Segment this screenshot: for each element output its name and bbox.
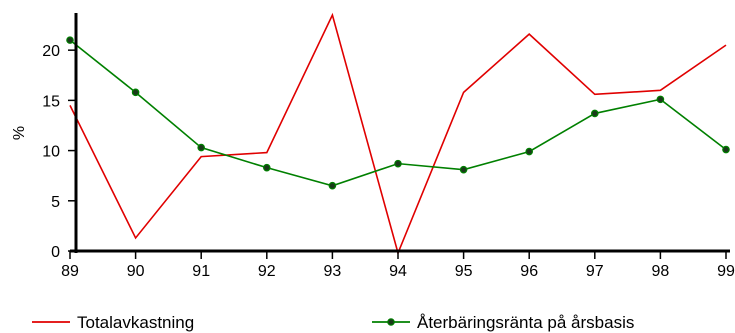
x-tick-label: 93 xyxy=(324,263,342,280)
y-axis-label: % xyxy=(11,126,28,140)
series-point xyxy=(656,95,665,104)
series-point xyxy=(328,181,337,190)
series-point xyxy=(66,36,74,44)
y-tick-label: 20 xyxy=(42,43,60,60)
y-tick-label: 15 xyxy=(42,93,60,110)
x-tick-label: 94 xyxy=(389,263,407,280)
y-tick-label: 10 xyxy=(42,144,60,161)
legend-marker xyxy=(387,318,395,326)
series-point xyxy=(131,88,140,97)
series-line-1 xyxy=(69,12,727,256)
axes-layer xyxy=(70,13,730,253)
series-point xyxy=(262,163,271,172)
x-tick-label: 98 xyxy=(652,263,670,280)
legend: Totalavkastning Återbäringsränta på årsba… xyxy=(32,313,634,332)
x-tick-label: 97 xyxy=(586,263,604,280)
series-point xyxy=(459,165,468,174)
series-point xyxy=(525,147,534,156)
series-point xyxy=(590,109,599,118)
x-tick-label: 91 xyxy=(192,263,210,280)
x-tick-label: 92 xyxy=(258,263,276,280)
x-tick-label: 96 xyxy=(520,263,538,280)
series-point xyxy=(722,145,730,154)
x-tick-label: 99 xyxy=(717,263,735,280)
series-point xyxy=(394,159,402,168)
x-tick-label: 89 xyxy=(61,263,79,280)
y-ticks: 0 5 10 15 20 xyxy=(42,43,76,261)
series-point xyxy=(197,143,206,152)
legend-label-1: Totalavkastning xyxy=(77,313,194,332)
x-ticks: 89 90 91 92 93 94 95 96 97 98 99 xyxy=(61,251,735,280)
x-tick-label: 90 xyxy=(127,263,145,280)
legend-label-2: Återbäringsränta på årsbasis xyxy=(417,313,634,332)
series-layer xyxy=(66,12,730,256)
y-tick-label: 5 xyxy=(51,194,60,211)
x-tick-label: 95 xyxy=(455,263,473,280)
y-tick-label: 0 xyxy=(51,244,60,261)
